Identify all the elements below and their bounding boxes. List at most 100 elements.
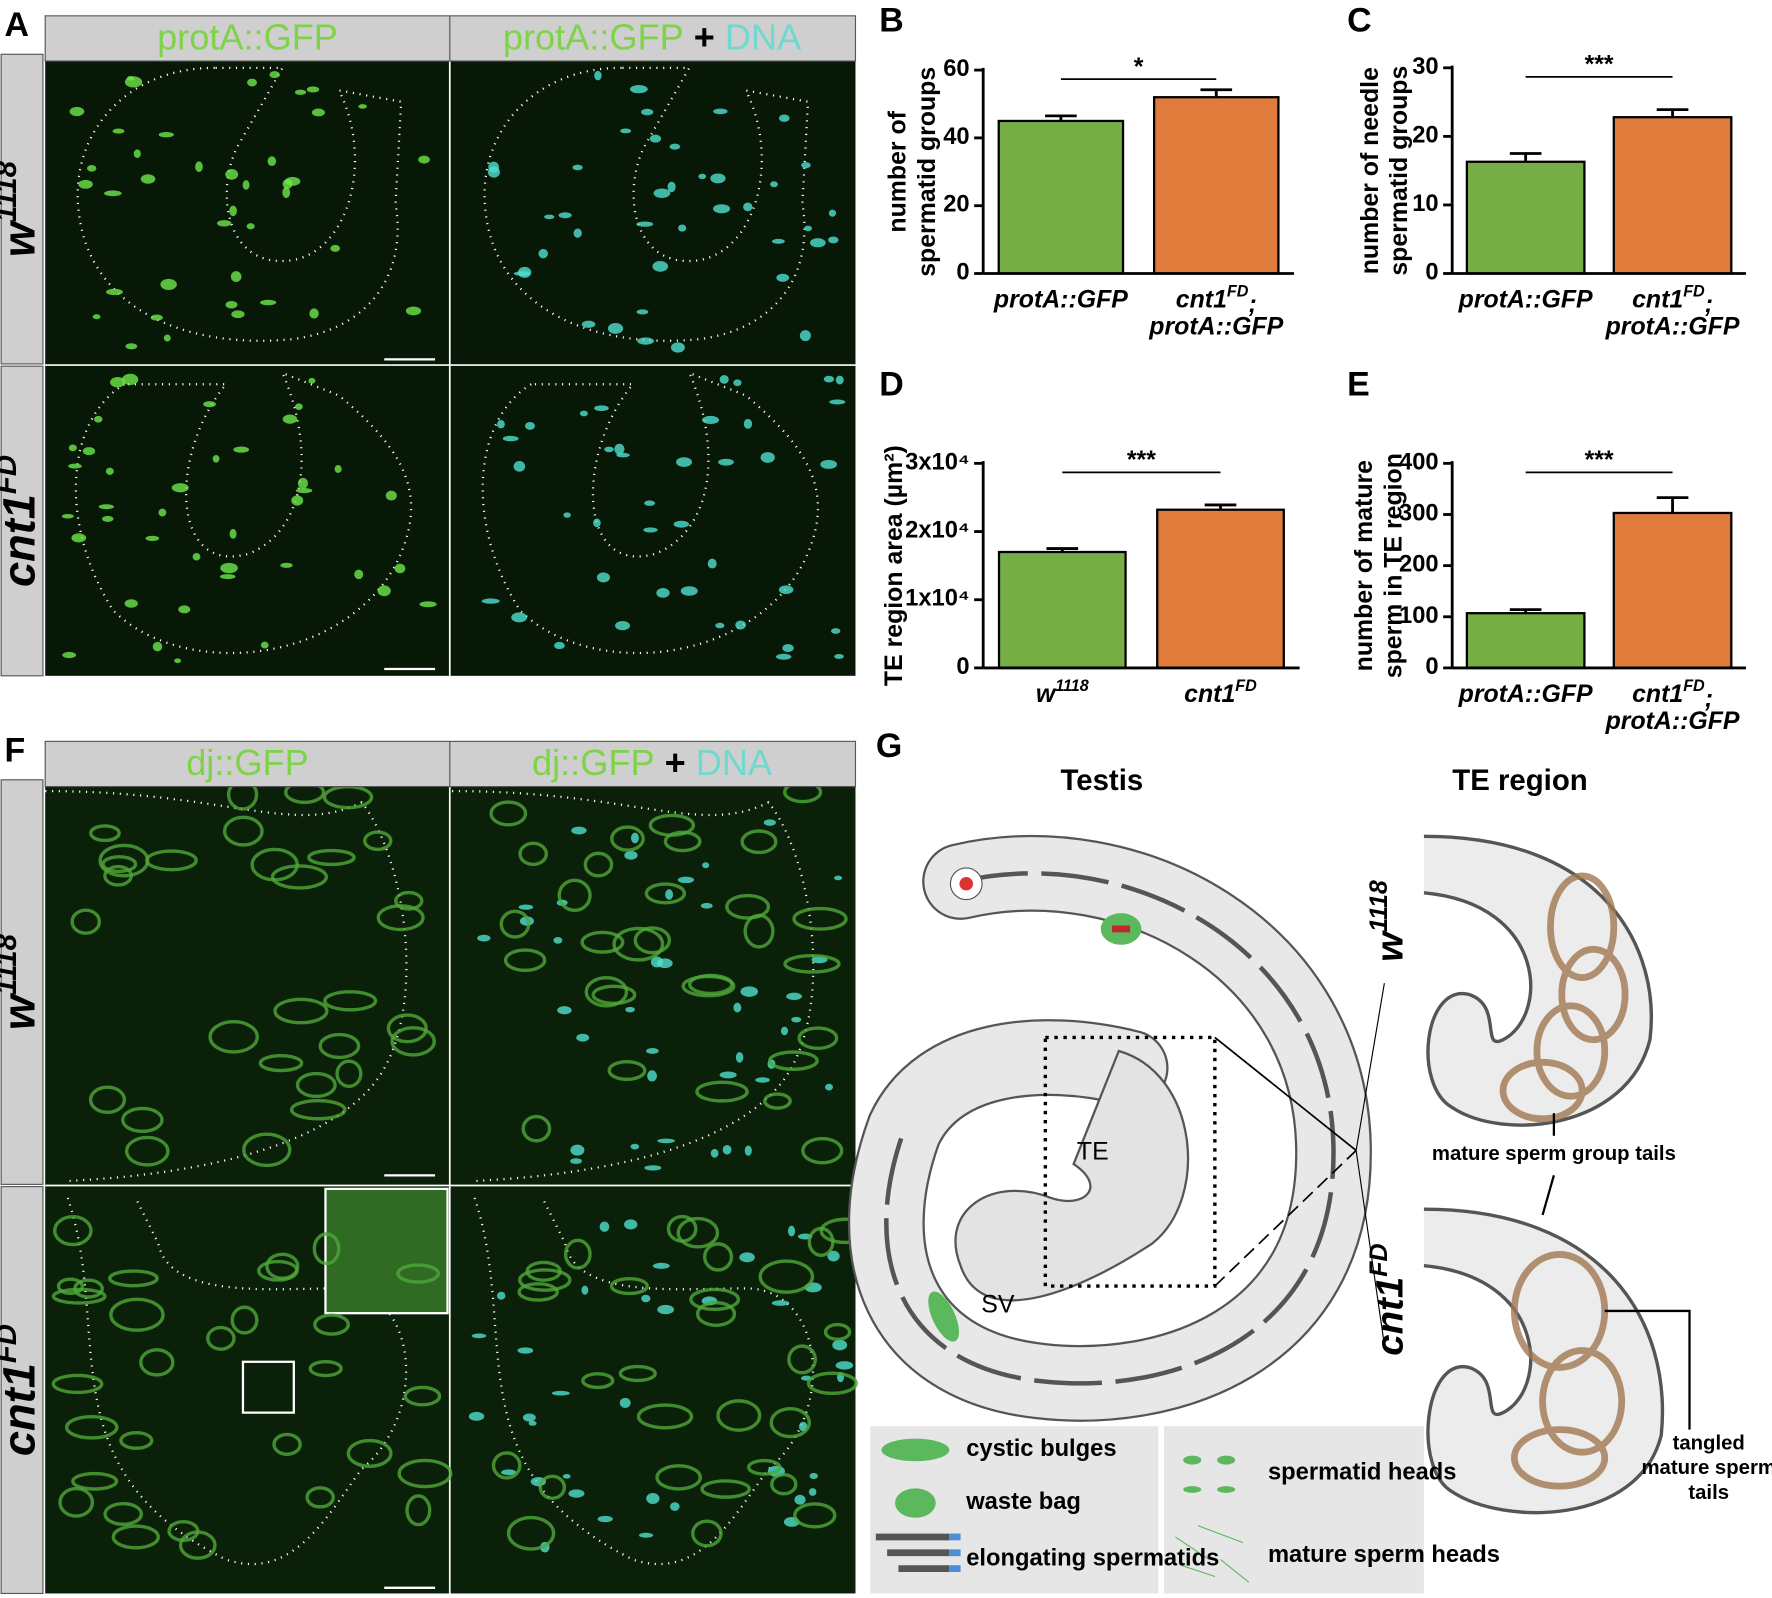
error-bar [1045,114,1077,121]
cell [105,467,114,475]
cell [755,1077,770,1083]
sperm-loop [386,1013,428,1044]
cell [126,76,135,81]
cell [616,452,630,458]
sperm-loop [178,1530,217,1560]
x-tick-label: cnt1FD​;protA::GFP [1605,283,1740,340]
cell [646,1493,660,1504]
cell [160,278,177,290]
sperm-loop [580,930,625,954]
cell [669,143,681,150]
cell [579,410,588,417]
hub-cells [959,876,974,891]
header-part: DNA [686,742,773,783]
cell [269,71,280,79]
cell [653,188,671,198]
cell [354,569,364,580]
cell [152,641,163,652]
region-label: TE [1077,1137,1109,1165]
cell [551,1390,570,1396]
cell [570,1158,582,1164]
cell [809,238,826,248]
sperm-loop [521,1114,552,1143]
cell [624,1219,638,1230]
cell [657,1138,675,1144]
sperm-loop [506,1515,556,1551]
cell [787,1225,796,1237]
cell [630,1143,640,1150]
column-header: protA::GFP + DNA [503,16,802,57]
bar [1152,96,1280,275]
cell [233,446,249,453]
inset-box [241,1360,295,1414]
sperm-loop [108,1269,159,1288]
cell [652,1262,670,1269]
sperm-loop [688,973,734,996]
cell [823,375,835,383]
sperm-loop [139,1348,175,1377]
cell [496,1291,506,1300]
row-label: cnt1FD​ [0,455,45,587]
sperm-loop [797,1026,839,1050]
sperm-loop [584,976,629,1008]
cell [481,598,500,604]
sperm-loop [307,848,356,867]
cell [570,1144,585,1156]
sperm-loop [691,1519,723,1548]
cell [110,376,126,388]
cell [638,1532,654,1538]
cell [719,1071,737,1079]
sperm-loop [121,1106,164,1134]
cell [282,414,298,424]
header-part: dj::GFP [532,742,655,783]
cell [778,114,790,122]
cell [517,1347,534,1354]
cell [92,314,101,320]
sperm-loop [747,1458,782,1476]
sperm-loop [768,1050,819,1071]
cell [631,832,639,844]
cystic-bulge [928,1291,960,1342]
cell [212,455,220,463]
sperm-loop [258,1054,304,1073]
cell [522,1413,536,1422]
sperm-loop [272,1432,302,1456]
panel-label: G [876,727,902,765]
cell [739,1252,755,1263]
cell [636,309,649,315]
sperm-loop [612,926,665,962]
sperm-loop [787,1344,817,1375]
cell [782,644,794,653]
cell [641,1294,651,1303]
cell [94,415,103,423]
y-tick-label: 10 [1412,191,1438,217]
sperm-loop [695,1300,737,1327]
sperm-loop [725,893,771,920]
cell [554,641,565,650]
cell [358,104,367,109]
bar [997,550,1127,670]
sperm-loop [124,1135,170,1167]
cell [405,306,422,316]
cell [171,483,189,493]
cell [573,228,582,238]
cell [513,461,526,472]
row-header [0,779,44,1185]
sperm-loop [98,843,150,878]
cell [563,512,571,518]
cell [614,443,625,455]
sperm-loop [633,926,672,955]
cell [553,936,563,944]
cell [700,902,713,909]
cell [702,862,710,869]
panel-label: F [5,732,26,770]
sperm-loop [700,1479,751,1499]
sperm-loop [491,1451,522,1480]
sperm-loop [270,864,329,890]
sperm-loop [557,878,592,912]
cell [419,601,437,608]
cell [572,164,583,171]
cell [643,527,658,533]
cell [678,224,687,232]
cell [799,330,811,342]
